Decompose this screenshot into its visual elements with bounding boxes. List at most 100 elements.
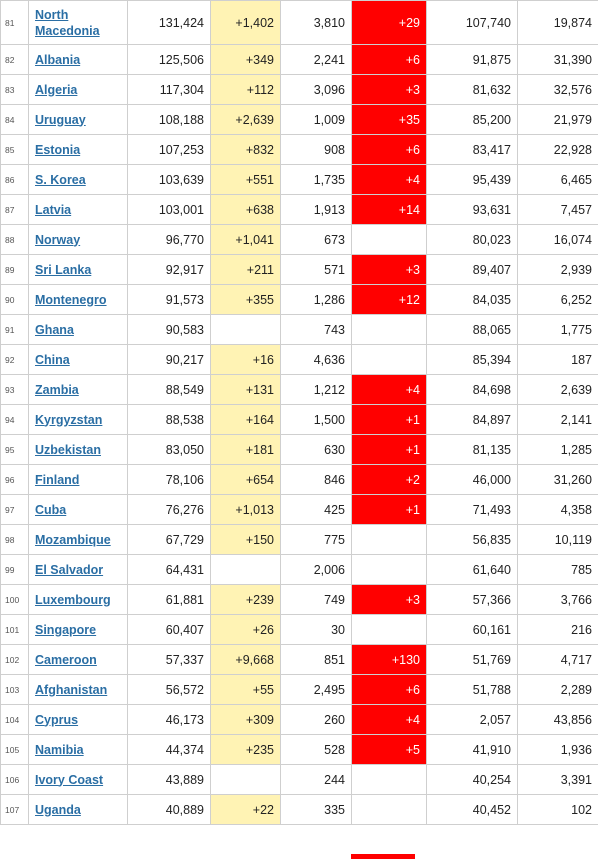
country-link[interactable]: Ivory Coast — [35, 772, 104, 787]
new-cases-cell: +22 — [210, 794, 281, 825]
country-link[interactable]: Latvia — [35, 202, 72, 217]
country-link[interactable]: Sri Lanka — [35, 262, 92, 277]
country-link[interactable]: S. Korea — [35, 172, 86, 187]
total-cases-cell: 131,424 — [127, 0, 211, 45]
total-deaths-cell: 425 — [280, 494, 352, 525]
new-cases-cell: +181 — [210, 434, 281, 465]
active-cases-cell: 4,358 — [517, 494, 598, 525]
country-cell: Uruguay — [28, 104, 128, 135]
total-deaths-cell: 1,735 — [280, 164, 352, 195]
country-link[interactable]: Ghana — [35, 322, 74, 337]
total-deaths-cell: 3,810 — [280, 0, 352, 45]
total-deaths-cell: 30 — [280, 614, 352, 645]
total-deaths-cell: 2,495 — [280, 674, 352, 705]
country-link[interactable]: Cuba — [35, 502, 67, 517]
country-link[interactable]: Uganda — [35, 802, 81, 817]
country-cell: Singapore — [28, 614, 128, 645]
row-index: 85 — [0, 134, 29, 165]
new-deaths-cell: +35 — [351, 104, 427, 135]
country-cell: Kyrgyzstan — [28, 404, 128, 435]
country-link[interactable]: Mozambique — [35, 532, 111, 547]
country-link[interactable]: North Macedonia — [35, 7, 100, 38]
country-link[interactable]: China — [35, 352, 70, 367]
new-cases-cell: +26 — [210, 614, 281, 645]
active-cases-cell: 216 — [517, 614, 598, 645]
country-link[interactable]: Kyrgyzstan — [35, 412, 103, 427]
total-cases-cell: 57,337 — [127, 644, 211, 675]
total-deaths-cell: 1,212 — [280, 374, 352, 405]
country-cell: Latvia — [28, 194, 128, 225]
country-link[interactable]: Cameroon — [35, 652, 97, 667]
table-row: 87 Latvia 103,001 +638 1,913 +14 93,631 7,457 — [0, 194, 598, 225]
new-cases-cell: +131 — [210, 374, 281, 405]
country-cell: Norway — [28, 224, 128, 255]
new-cases-cell: +1,041 — [210, 224, 281, 255]
active-cases-cell: 102 — [517, 794, 598, 825]
total-cases-cell: 67,729 — [127, 524, 211, 555]
country-cell: North Macedonia — [28, 0, 128, 45]
total-recovered-cell: 2,057 — [426, 704, 518, 735]
table-row: 104 Cyprus 46,173 +309 260 +4 2,057 43,856 — [0, 704, 598, 735]
total-cases-cell: 125,506 — [127, 44, 211, 75]
total-cases-cell: 76,276 — [127, 494, 211, 525]
country-link[interactable]: Montenegro — [35, 292, 107, 307]
total-cases-cell: 83,050 — [127, 434, 211, 465]
country-link[interactable]: Afghanistan — [35, 682, 108, 697]
total-recovered-cell: 40,254 — [426, 764, 518, 795]
total-cases-cell: 88,538 — [127, 404, 211, 435]
row-index: 87 — [0, 194, 29, 225]
country-cell: Montenegro — [28, 284, 128, 315]
table-row: 105 Namibia 44,374 +235 528 +5 41,910 1,936 — [0, 734, 598, 765]
total-deaths-cell: 743 — [280, 314, 352, 345]
row-index: 99 — [0, 554, 29, 585]
new-deaths-cell — [351, 224, 427, 255]
total-deaths-cell: 1,009 — [280, 104, 352, 135]
country-link[interactable]: Cyprus — [35, 712, 79, 727]
country-cell: Cuba — [28, 494, 128, 525]
new-cases-cell: +150 — [210, 524, 281, 555]
partial-new-deaths-cell — [351, 854, 415, 859]
new-cases-cell: +309 — [210, 704, 281, 735]
row-index: 102 — [0, 644, 29, 675]
active-cases-cell: 2,939 — [517, 254, 598, 285]
country-link[interactable]: Uruguay — [35, 112, 86, 127]
country-link[interactable]: Estonia — [35, 142, 81, 157]
active-cases-cell: 31,390 — [517, 44, 598, 75]
country-link[interactable]: Albania — [35, 52, 81, 67]
new-cases-cell: +355 — [210, 284, 281, 315]
new-cases-cell: +638 — [210, 194, 281, 225]
country-link[interactable]: Luxembourg — [35, 592, 111, 607]
row-index: 83 — [0, 74, 29, 105]
table-row: 88 Norway 96,770 +1,041 673 80,023 16,074 — [0, 224, 598, 255]
new-deaths-cell — [351, 554, 427, 585]
table-row: 93 Zambia 88,549 +131 1,212 +4 84,698 2,639 — [0, 374, 598, 405]
total-recovered-cell: 84,897 — [426, 404, 518, 435]
active-cases-cell: 1,775 — [517, 314, 598, 345]
total-cases-cell: 40,889 — [127, 794, 211, 825]
country-link[interactable]: Algeria — [35, 82, 78, 97]
new-deaths-cell: +3 — [351, 74, 427, 105]
new-deaths-cell: +1 — [351, 434, 427, 465]
country-link[interactable]: Finland — [35, 472, 80, 487]
country-link[interactable]: Zambia — [35, 382, 79, 397]
total-cases-cell: 96,770 — [127, 224, 211, 255]
country-link[interactable]: Namibia — [35, 742, 84, 757]
country-link[interactable]: Norway — [35, 232, 81, 247]
country-link[interactable]: Uzbekistan — [35, 442, 101, 457]
new-deaths-cell: +3 — [351, 254, 427, 285]
row-index: 88 — [0, 224, 29, 255]
country-cell: Ghana — [28, 314, 128, 345]
country-cell: Cyprus — [28, 704, 128, 735]
country-link[interactable]: El Salvador — [35, 562, 104, 577]
row-index: 103 — [0, 674, 29, 705]
row-index: 84 — [0, 104, 29, 135]
active-cases-cell: 19,874 — [517, 0, 598, 45]
active-cases-cell: 7,457 — [517, 194, 598, 225]
row-index: 105 — [0, 734, 29, 765]
table-row: 81 North Macedonia 131,424 +1,402 3,810 +29 10… — [0, 0, 598, 45]
total-deaths-cell: 630 — [280, 434, 352, 465]
new-deaths-cell: +4 — [351, 374, 427, 405]
active-cases-cell: 1,936 — [517, 734, 598, 765]
country-link[interactable]: Singapore — [35, 622, 97, 637]
total-cases-cell: 107,253 — [127, 134, 211, 165]
